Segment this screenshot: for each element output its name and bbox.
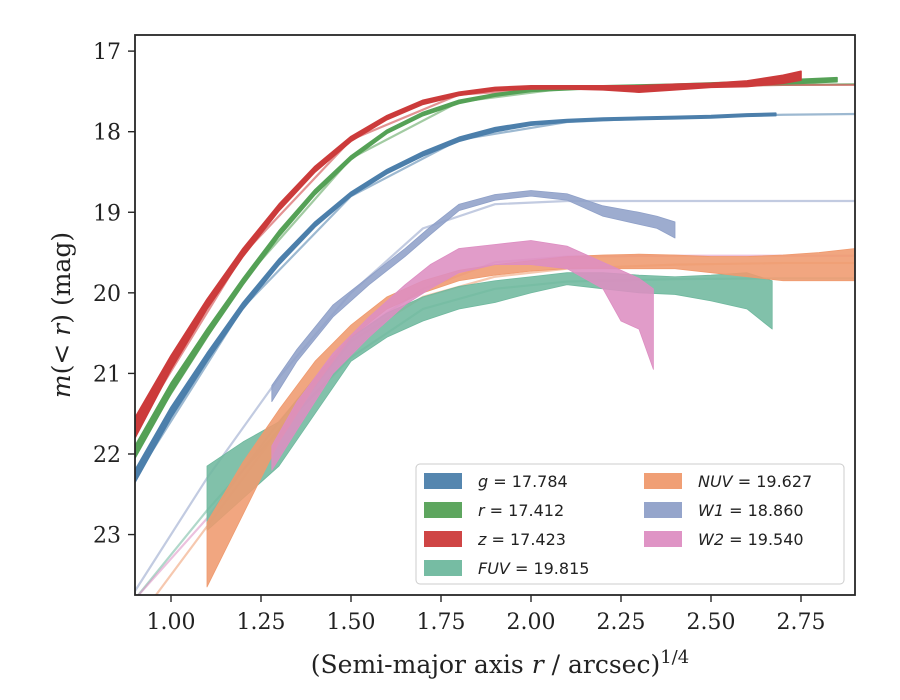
axis-ticks: 1.00 1.25 1.50 1.75 2.00 2.25 2.50 2.75 17 18 19 20…	[93, 40, 825, 635]
legend-entry-r: r = 17.412	[424, 501, 564, 520]
legend-entry-z: z = 17.423	[424, 530, 566, 549]
x-tick-label: 2.75	[777, 610, 826, 635]
legend-swatch	[424, 502, 462, 518]
legend-label: W2 = 19.540	[698, 530, 804, 549]
y-axis-label: m(< r) (mag)	[47, 232, 76, 398]
legend-swatch	[424, 473, 462, 489]
y-tick-label: 22	[93, 443, 121, 468]
legend-swatch	[644, 502, 682, 518]
legend-box	[415, 463, 845, 585]
legend-label: g = 17.784	[478, 472, 568, 491]
plot-frame	[134, 34, 856, 596]
x-tick-label: 2.25	[597, 610, 646, 635]
x-tick-label: 1.00	[147, 610, 196, 635]
legend-label: W1 = 18.860	[698, 501, 804, 520]
y-tick-label: 21	[93, 362, 121, 387]
x-tick-label: 1.25	[237, 610, 286, 635]
legend-label: FUV = 19.815	[478, 559, 589, 578]
model-line-w1	[135, 199, 855, 592]
legend-entry-w1: W1 = 18.860	[644, 501, 804, 520]
series-band-w1	[271, 190, 676, 403]
legend: g = 17.784 r = 17.412 z = 17.423 FUV = 19.8…	[415, 463, 845, 585]
legend-entry-nuv: NUV = 19.627	[644, 472, 812, 491]
x-tick-label: 1.50	[327, 610, 376, 635]
y-tick-label: 19	[93, 201, 121, 226]
legend-swatch	[644, 473, 682, 489]
y-tick-label: 20	[93, 282, 121, 307]
x-tick-label: 2.00	[507, 610, 556, 635]
y-tick-label: 18	[93, 121, 121, 146]
y-tick-label: 17	[93, 40, 121, 65]
y-tick-label: 23	[93, 524, 121, 549]
x-tick-label: 1.75	[417, 610, 466, 635]
plot-area	[135, 70, 855, 595]
legend-swatch	[644, 531, 682, 547]
legend-label: NUV = 19.627	[698, 472, 812, 491]
series-band-fuv	[206, 272, 773, 531]
series-band-r	[135, 76, 838, 459]
legend-label: r = 17.412	[478, 501, 564, 520]
legend-entry-w2: W2 = 19.540	[644, 530, 804, 549]
legend-entry-fuv: FUV = 19.815	[424, 559, 589, 578]
legend-entry-g: g = 17.784	[424, 472, 568, 491]
x-axis-label: (Semi-major axis r / arcsec)1/4	[311, 647, 689, 679]
series-band-g	[135, 112, 777, 483]
legend-swatch	[424, 560, 462, 576]
series-band-z	[135, 70, 802, 439]
legend-swatch	[424, 531, 462, 547]
series-band-w2	[271, 240, 654, 471]
legend-label: z = 17.423	[477, 530, 566, 549]
x-tick-label: 2.50	[687, 610, 736, 635]
